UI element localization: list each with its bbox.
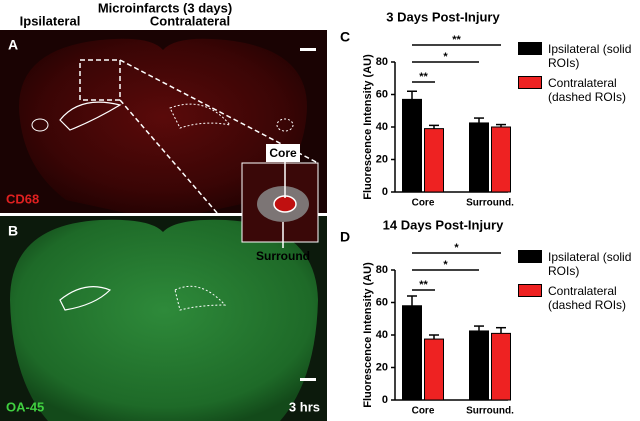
roi — [59, 101, 122, 131]
stain-label: CD68 — [6, 191, 39, 206]
bar — [402, 98, 422, 193]
significance-label: ** — [419, 279, 428, 291]
significance-label: * — [443, 51, 448, 63]
inset-core-label: Core — [269, 146, 297, 160]
label-bg — [266, 144, 300, 162]
panel-label: D — [340, 229, 350, 245]
legend-swatch — [518, 250, 542, 263]
panel-label: B — [8, 223, 18, 239]
scale-bar — [300, 378, 316, 381]
x-tick-label: Surround. — [466, 406, 514, 417]
ipsi-label: Ipsilateral — [20, 13, 81, 28]
scale-bar — [300, 48, 316, 51]
brain-a — [19, 38, 307, 213]
roi — [169, 103, 232, 129]
y-tick-label: 80 — [376, 56, 388, 68]
y-tick-label: 80 — [376, 264, 388, 276]
y-tick-label: 40 — [376, 329, 388, 341]
significance-label: * — [443, 259, 448, 271]
y-axis-label: Fluorescence Intensity (AU) — [362, 54, 374, 200]
chart-title: 14 Days Post-Injury — [383, 217, 504, 232]
significance-label: * — [454, 242, 459, 254]
legend-swatch — [518, 42, 542, 55]
y-tick-label: 0 — [382, 394, 388, 406]
bar — [469, 330, 489, 401]
significance-label: ** — [452, 34, 461, 46]
y-tick-label: 20 — [376, 153, 388, 165]
x-tick-label: Surround. — [466, 198, 514, 209]
y-tick-label: 20 — [376, 361, 388, 373]
y-tick-label: 60 — [376, 296, 388, 308]
chart-title: 3 Days Post-Injury — [386, 9, 500, 24]
y-tick-label: 40 — [376, 121, 388, 133]
roi — [174, 285, 227, 311]
roi — [59, 286, 112, 311]
x-tick-label: Core — [412, 198, 435, 209]
brain-b — [10, 219, 318, 421]
y-axis-label: Fluorescence Intensity (AU) — [362, 262, 374, 408]
legend-entry: Ipsilateral (solid ROIs) — [518, 250, 638, 278]
figure-title: Microinfarcts (3 days) — [98, 0, 232, 15]
legend-swatch — [518, 76, 542, 89]
roi — [276, 118, 294, 132]
bar — [424, 338, 444, 401]
legend-entry: Contralateral (dashed ROIs) — [518, 76, 638, 104]
time-label: 3 hrs — [289, 399, 320, 414]
contra-label: Contralateral — [150, 13, 230, 28]
significance-label: ** — [419, 71, 428, 83]
y-tick-label: 60 — [376, 88, 388, 100]
core-region — [273, 195, 297, 213]
bar — [491, 126, 511, 193]
bar — [469, 122, 489, 193]
legend-entry: Contralateral (dashed ROIs) — [518, 284, 638, 312]
panel-label: A — [8, 37, 18, 53]
legend-label: Contralateral (dashed ROIs) — [548, 284, 627, 312]
roi — [31, 118, 49, 132]
inset-surround-label: Surround — [256, 249, 310, 263]
legend-label: Contralateral (dashed ROIs) — [548, 76, 627, 104]
legend-entry: Ipsilateral (solid ROIs) — [518, 42, 638, 70]
legend-swatch — [518, 284, 542, 297]
bar — [424, 128, 444, 193]
y-tick-label: 0 — [382, 186, 388, 198]
panel-label: C — [340, 29, 350, 45]
bar — [402, 305, 422, 401]
stain-label: OA-45 — [6, 399, 44, 414]
legend-label: Ipsilateral (solid ROIs) — [548, 42, 632, 70]
bar — [491, 332, 511, 401]
legend-label: Ipsilateral (solid ROIs) — [548, 250, 632, 278]
zoom-box — [79, 59, 121, 101]
x-tick-label: Core — [412, 406, 435, 417]
